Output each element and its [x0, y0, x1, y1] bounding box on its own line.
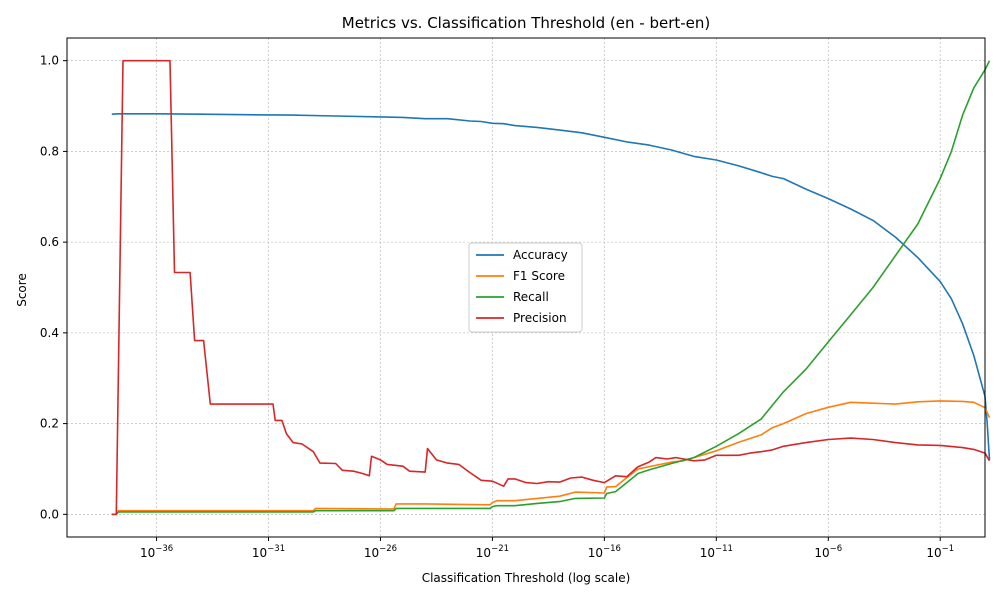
y-tick-label: 0.8	[40, 144, 59, 158]
y-tick-label: 1.0	[40, 54, 59, 68]
x-axis-ticks: 10−36 10−31 10−26 10−21 10−16 10−11 10−6 10−1	[140, 537, 954, 560]
series-lines	[111, 59, 991, 516]
legend-box	[468, 242, 583, 333]
x-tick-label: 10−1	[926, 544, 954, 560]
legend-label-accuracy: Accuracy	[513, 248, 568, 262]
x-tick-label: 10−26	[364, 544, 397, 560]
series-line-accuracy	[111, 113, 991, 460]
y-axis-ticks: 0.0 0.2 0.4 0.6 0.8 1.0	[40, 54, 67, 521]
x-tick-label: 10−21	[476, 544, 509, 560]
y-axis-label: Score	[15, 273, 29, 307]
legend: Accuracy F1 Score Recall Precision	[468, 242, 583, 333]
x-tick-label: 10−36	[140, 544, 173, 560]
x-axis-label: Classification Threshold (log scale)	[422, 571, 631, 585]
series-line-f1-score	[111, 400, 991, 516]
legend-label-f1-score: F1 Score	[513, 269, 565, 283]
x-tick-label: 10−31	[252, 544, 285, 560]
chart-title: Metrics vs. Classification Threshold (en…	[342, 14, 711, 32]
y-tick-label: 0.4	[40, 326, 59, 340]
plot-frame	[66, 37, 986, 538]
legend-label-precision: Precision	[513, 311, 567, 325]
series-line-precision	[111, 59, 991, 516]
y-tick-label: 0.6	[40, 235, 59, 249]
x-tick-label: 10−16	[588, 544, 621, 560]
x-tick-label: 10−6	[814, 544, 842, 560]
y-tick-label: 0.0	[40, 507, 59, 521]
x-tick-label: 10−11	[700, 544, 733, 560]
legend-label-recall: Recall	[513, 290, 549, 304]
series-line-recall	[111, 60, 991, 516]
y-tick-label: 0.2	[40, 417, 59, 431]
